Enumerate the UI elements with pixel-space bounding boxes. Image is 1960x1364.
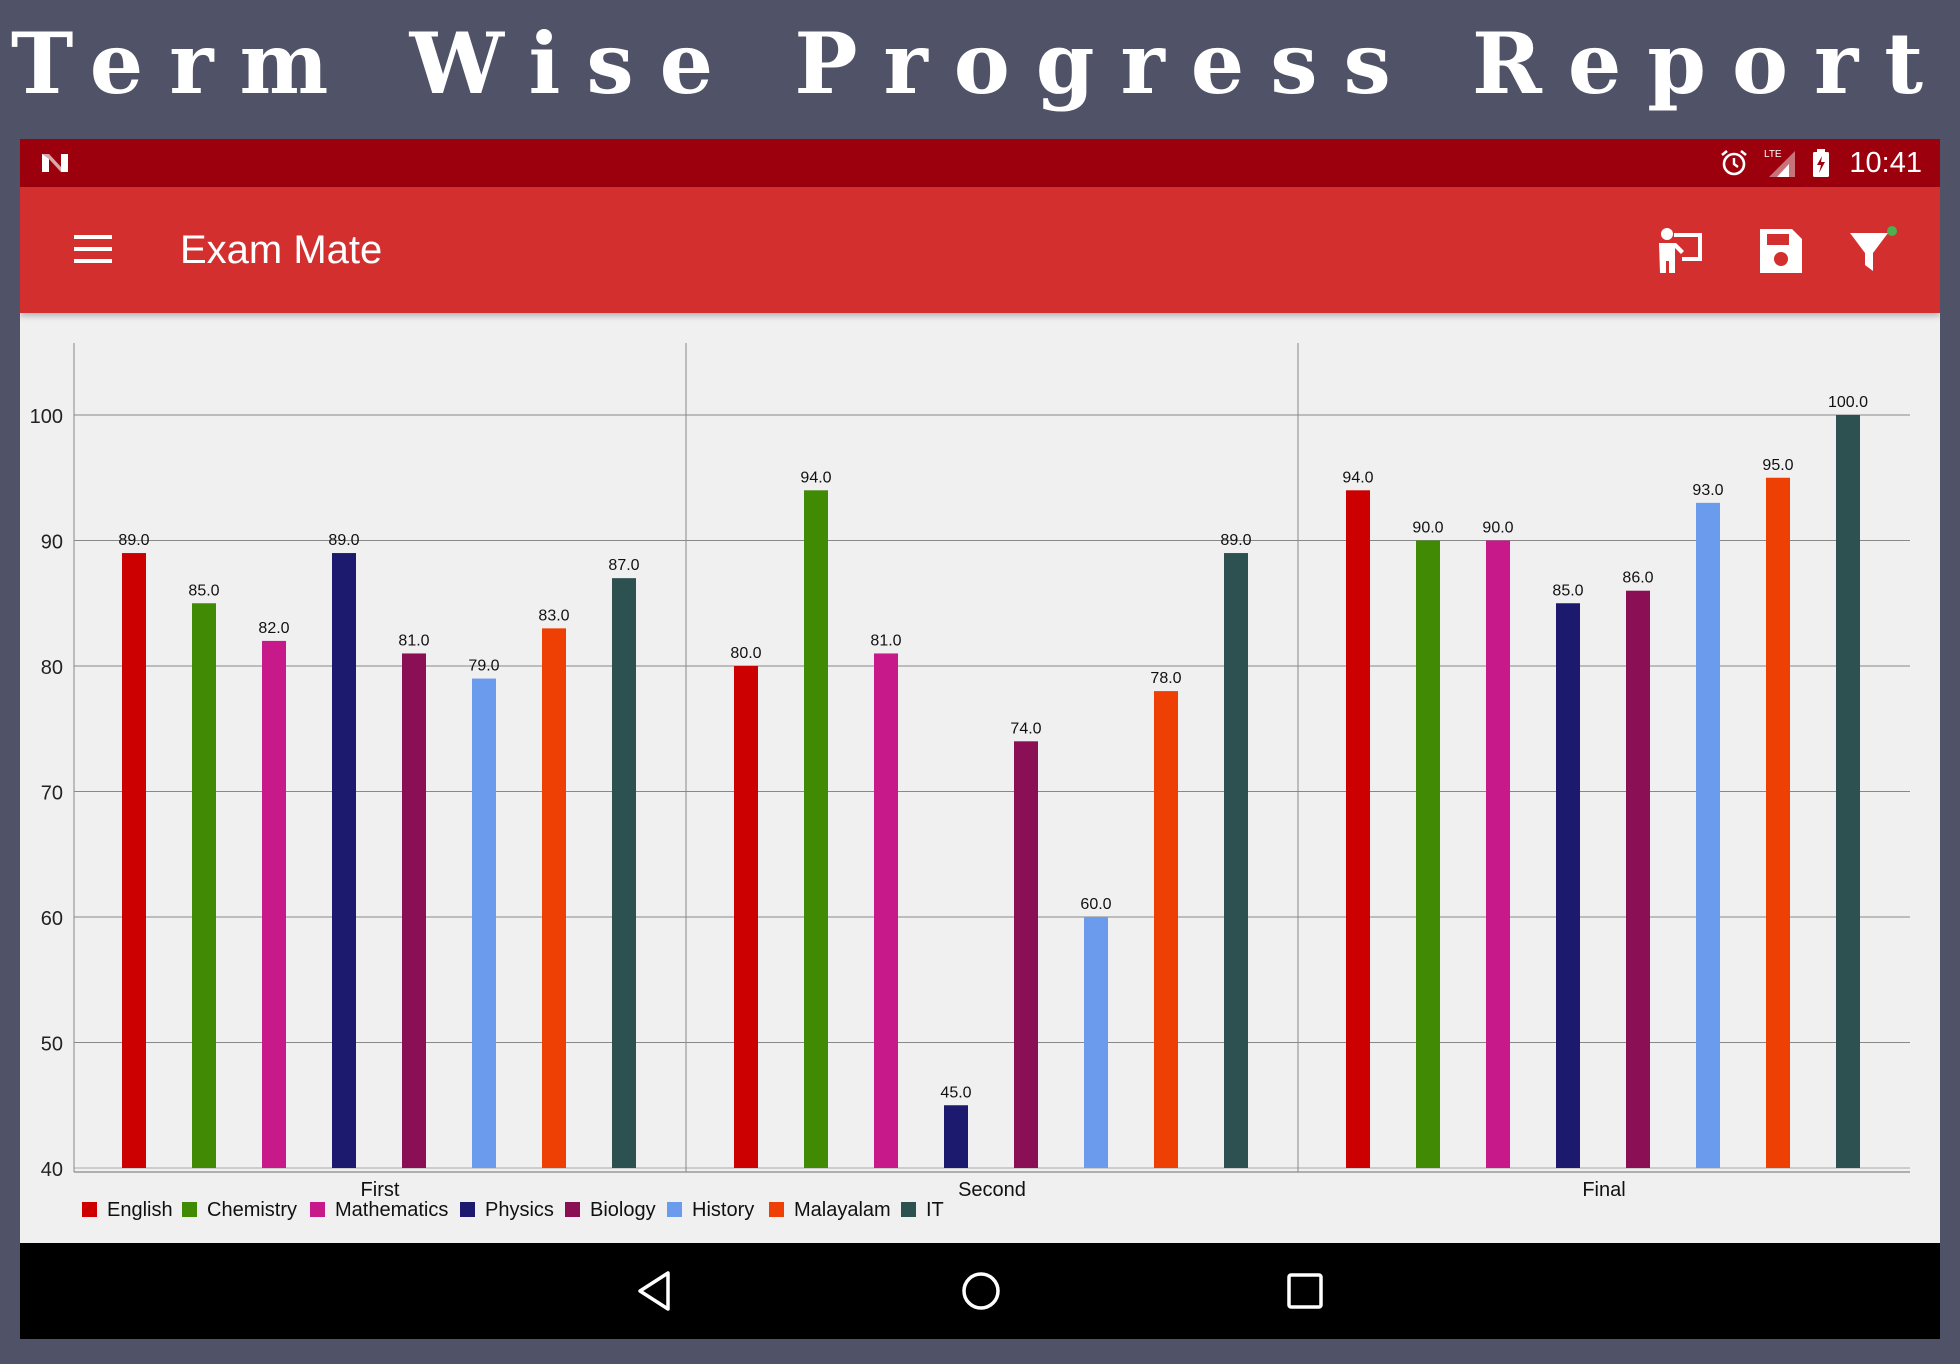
back-icon[interactable] [632,1265,684,1317]
data-label: 90.0 [1412,520,1443,537]
app-title: Exam Mate [180,228,383,272]
bar-english [122,553,146,1168]
data-label: 80.0 [730,645,761,662]
data-label: 86.0 [1622,570,1653,587]
save-icon[interactable] [1750,221,1810,281]
bar-physics [1556,603,1580,1168]
x-category-label: First [361,1179,400,1201]
battery-charging-icon [1813,149,1830,177]
data-label: 89.0 [118,532,149,549]
legend-swatch [901,1202,916,1217]
bar-history [1696,502,1720,1169]
y-tick-label: 90 [41,532,63,554]
bar-biology [1626,590,1650,1168]
data-label: 93.0 [1692,482,1723,499]
bar-biology [402,653,426,1168]
bar-malayalam [542,628,566,1168]
bar-physics [332,553,356,1168]
status-icons: LTE 10:41 [1719,139,1922,187]
legend-swatch [565,1202,580,1217]
bar-physics [944,1105,968,1168]
bar-history [1084,917,1108,1168]
teacher-icon[interactable] [1650,221,1710,281]
data-label: 90.0 [1482,520,1513,537]
data-label: 94.0 [1342,469,1373,486]
data-label: 95.0 [1762,457,1793,474]
chart-area: 40 50 60 70 80 90 100 89.0 85.0 82.0 89.0 81.0 79.0 8… [20,313,1940,1243]
x-category-label: Second [958,1179,1026,1201]
legend-label: Chemistry [207,1199,297,1221]
bar-it [1836,415,1860,1168]
legend-label: Mathematics [335,1199,448,1221]
legend-swatch [769,1202,784,1217]
bar-english [1346,490,1370,1168]
term-progress-chart: 40 50 60 70 80 90 100 89.0 85.0 82.0 89.0 81.0 79.0 8… [30,343,1910,1221]
filter-icon[interactable] [1842,221,1902,281]
bar-it [1224,553,1248,1168]
data-label: 79.0 [468,658,499,675]
bar-mathematics [874,653,898,1168]
bar-malayalam [1766,477,1790,1168]
x-category-label: Final [1582,1179,1625,1201]
data-label: 89.0 [328,532,359,549]
bar-mathematics [262,640,286,1168]
bar-chemistry [804,490,828,1168]
status-time: 10:41 [1849,146,1922,179]
page-title: Term Wise Progress Report [10,14,1950,113]
data-label: 82.0 [258,620,289,637]
status-bar: LTE 10:41 [20,139,1940,187]
bar-chemistry [1416,540,1440,1168]
data-label: 78.0 [1150,670,1181,687]
data-label: 74.0 [1010,720,1041,737]
lte-signal-icon: LTE [1764,149,1796,177]
data-label: 85.0 [188,582,219,599]
home-icon[interactable] [955,1265,1007,1317]
legend-swatch [182,1202,197,1217]
recents-icon[interactable] [1279,1265,1331,1317]
data-label: 89.0 [1220,532,1251,549]
data-label: 60.0 [1080,896,1111,913]
bar-english [734,666,758,1168]
menu-icon[interactable] [68,223,124,279]
legend-label: IT [926,1199,944,1221]
data-label: 81.0 [870,632,901,649]
legend-label: Malayalam [794,1199,891,1221]
data-label: 45.0 [940,1084,971,1101]
bar-biology [1014,741,1038,1168]
y-tick-label: 50 [41,1034,63,1056]
y-tick-label: 100 [30,406,63,428]
data-label: 100.0 [1828,394,1868,411]
bar-chemistry [192,603,216,1168]
data-label: 81.0 [398,632,429,649]
legend-label: Biology [590,1199,656,1221]
legend-label: English [107,1199,173,1221]
y-tick-label: 40 [41,1159,63,1181]
lte-label: LTE [1764,149,1782,160]
bar-it [612,578,636,1168]
app-bar: Exam Mate [20,187,1940,313]
legend-label: Physics [485,1199,554,1221]
filter-active-dot [1887,226,1897,236]
notification-n-icon [42,154,68,172]
legend-label: History [692,1199,754,1221]
y-tick-label: 80 [41,657,63,679]
legend-swatch [667,1202,682,1217]
alarm-icon [1721,149,1748,176]
legend-swatch [460,1202,475,1217]
device-screen: LTE 10:41 Exam Mate [20,139,1940,1339]
navigation-bar [20,1243,1940,1339]
data-label: 83.0 [538,607,569,624]
bar-history [472,678,496,1168]
data-label: 87.0 [608,557,639,574]
data-label: 85.0 [1552,582,1583,599]
y-tick-label: 60 [41,908,63,930]
bar-mathematics [1486,540,1510,1168]
y-tick-label: 70 [41,783,63,805]
legend-swatch [310,1202,325,1217]
legend-swatch [82,1202,97,1217]
bar-malayalam [1154,691,1178,1168]
data-label: 94.0 [800,469,831,486]
